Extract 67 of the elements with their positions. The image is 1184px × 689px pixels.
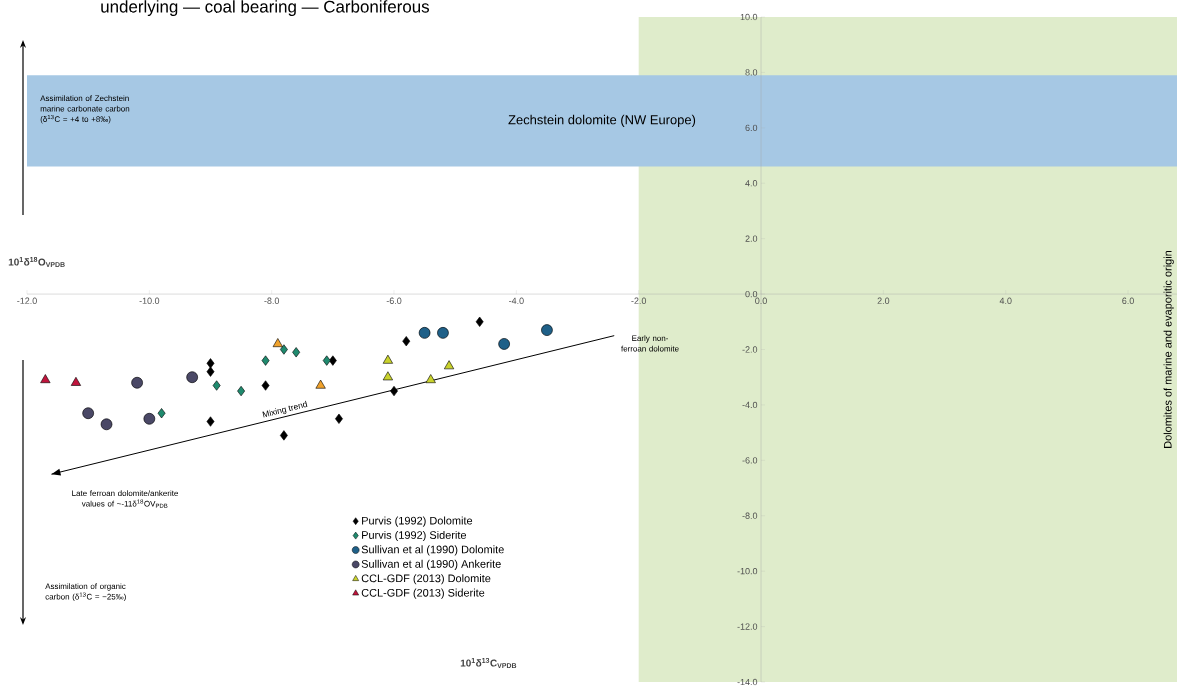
point	[206, 416, 215, 427]
point	[322, 355, 331, 366]
point	[70, 376, 81, 386]
point	[40, 374, 51, 384]
band-label: Dolomites of marine and evaporitic origin	[1163, 250, 1174, 448]
x-tick-label: 6.0	[1122, 297, 1134, 304]
legend-label: CCL-GDF (2013) Siderite	[361, 588, 485, 599]
legend-label: Sullivan et al (1990) Dolomite	[361, 545, 504, 556]
y-tick-label: 0.0	[745, 290, 758, 298]
y-tick-label: -14.0	[737, 678, 758, 686]
y-tick-label: -10.0	[737, 567, 758, 575]
y-tick-label: -2.0	[742, 346, 758, 353]
y-tick-label: -6.0	[742, 457, 758, 464]
legend-label: Sullivan et al (1990) Ankerite	[361, 559, 501, 570]
point	[261, 380, 270, 391]
y-tick-label: 6.0	[745, 124, 758, 132]
point	[100, 418, 113, 431]
y-tick-label: 8.0	[745, 69, 758, 76]
point	[335, 413, 343, 424]
legend-label: CCL-GDF (2013) Dolomite	[361, 574, 491, 585]
point	[425, 374, 436, 384]
point	[444, 360, 455, 370]
point	[157, 408, 166, 419]
point	[272, 338, 283, 347]
x-tick-label: 0.0	[755, 297, 767, 304]
point	[382, 371, 393, 381]
band-label: Zechstein dolomite (NW Europe)	[508, 114, 696, 127]
point	[292, 347, 301, 358]
y-tick-label: -4.0	[742, 401, 758, 409]
x-tick-label: -8.0	[264, 297, 280, 304]
point	[280, 430, 288, 441]
point	[82, 407, 94, 420]
y-tick-label: 4.0	[745, 180, 758, 187]
point	[328, 355, 337, 366]
point	[418, 327, 431, 339]
y-tick-label: 10.0	[740, 13, 758, 21]
point	[280, 344, 288, 355]
point	[212, 380, 221, 391]
point	[261, 355, 270, 366]
point	[498, 338, 510, 350]
point	[186, 371, 198, 383]
legend-label: Purvis (1992) Dolomite	[362, 516, 473, 527]
y-tick-label: -12.0	[737, 623, 758, 630]
point	[206, 358, 215, 369]
y-tick-label: 2.0	[745, 235, 758, 242]
x-tick-label: -10.0	[139, 297, 160, 304]
x-axis-title: 10$^{1}$δ$^{18}$O$_{VPDB}$	[8, 257, 65, 267]
point	[541, 324, 553, 336]
x-tick-label: -6.0	[386, 297, 402, 304]
point	[475, 316, 484, 327]
point	[402, 336, 411, 347]
point	[382, 354, 393, 364]
point	[143, 412, 156, 425]
x-tick-label: 2.0	[877, 297, 890, 304]
x-tick-label: -2.0	[631, 297, 647, 304]
y-tick-label: -8.0	[742, 512, 758, 519]
legend-label: Purvis (1992) Siderite	[362, 530, 467, 542]
x-tick-label: 4.0	[999, 297, 1012, 304]
x-tick-label: -4.0	[509, 297, 524, 304]
point	[315, 379, 326, 389]
point	[131, 376, 143, 389]
annotation: Mixing trend	[262, 400, 308, 418]
x-tick-label: -12.0	[17, 297, 37, 304]
y-axis-title: 10$^{1}$δ$^{13}$C$_{VPDB}$	[460, 658, 517, 668]
chart-title: underlying — coal bearing — Carboniferous	[101, 0, 430, 16]
point	[206, 366, 215, 377]
point	[437, 327, 449, 339]
